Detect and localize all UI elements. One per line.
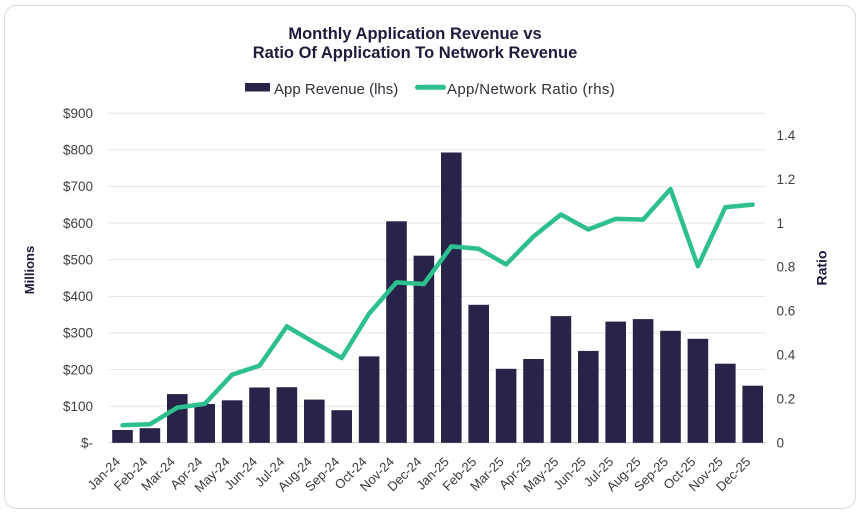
svg-text:0.6: 0.6 (777, 304, 796, 319)
svg-text:1.4: 1.4 (777, 128, 796, 143)
svg-text:0.8: 0.8 (777, 260, 796, 275)
svg-text:Ratio: Ratio (814, 251, 830, 286)
svg-text:$700: $700 (63, 179, 93, 194)
svg-text:App Revenue (lhs): App Revenue (lhs) (274, 81, 398, 98)
svg-text:0.4: 0.4 (777, 348, 796, 363)
svg-text:$800: $800 (63, 143, 93, 158)
svg-text:Monthly Application Revenue vs: Monthly Application Revenue vs (288, 25, 541, 43)
svg-text:0: 0 (777, 436, 785, 451)
svg-text:1: 1 (777, 216, 785, 231)
svg-text:$200: $200 (63, 362, 93, 377)
svg-text:App/Network Ratio (rhs): App/Network Ratio (rhs) (447, 81, 615, 98)
svg-text:$100: $100 (63, 399, 93, 414)
svg-text:Ratio Of Application To Networ: Ratio Of Application To Network Revenue (253, 44, 578, 62)
svg-text:0.2: 0.2 (777, 392, 796, 407)
svg-text:$600: $600 (63, 216, 93, 231)
svg-text:$900: $900 (63, 106, 93, 121)
svg-text:1.2: 1.2 (777, 172, 796, 187)
svg-text:$300: $300 (63, 326, 93, 341)
svg-text:$400: $400 (63, 289, 93, 304)
svg-text:$-: $- (81, 436, 93, 451)
svg-text:Millions: Millions (22, 246, 37, 294)
svg-text:$500: $500 (63, 252, 93, 267)
